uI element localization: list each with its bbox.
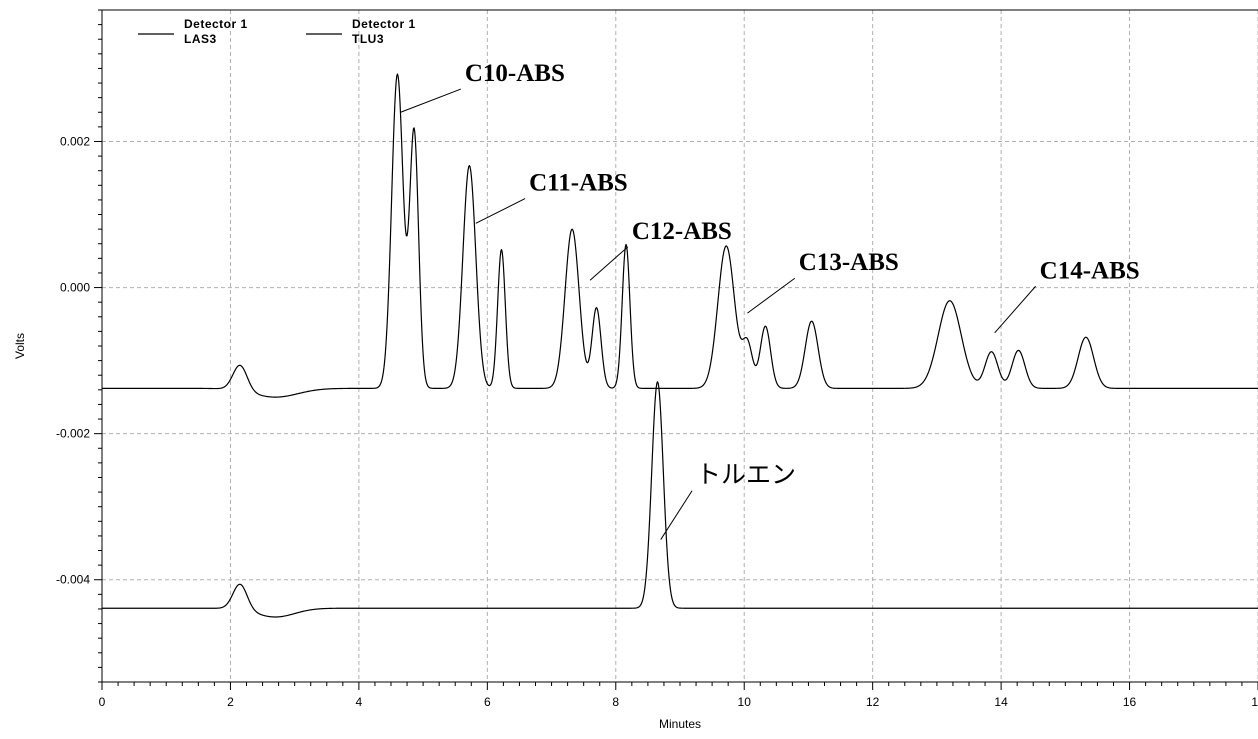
annotation-leader bbox=[475, 198, 526, 224]
annotation-leader bbox=[994, 285, 1037, 334]
y-tick-label: 0.002 bbox=[60, 134, 90, 148]
x-tick-label: 14 bbox=[994, 695, 1008, 709]
peak-label: C12-ABS bbox=[632, 218, 732, 245]
y-axis-title: Volts bbox=[13, 333, 27, 359]
x-tick-label: 0 bbox=[99, 695, 106, 709]
peak-label: トルエン bbox=[696, 460, 796, 489]
axes bbox=[101, 10, 1258, 683]
peak-label: C10-ABS bbox=[465, 60, 565, 87]
ticks: 0 2 4 6 8 10 12 14 16 18 0.002 0.000 -0.002 -0.004 bbox=[56, 9, 1258, 709]
legend-sublabel: LAS3 bbox=[184, 32, 217, 46]
x-tick-label: 12 bbox=[866, 695, 880, 709]
peak-label: C13-ABS bbox=[799, 249, 899, 276]
y-tick-label: -0.004 bbox=[56, 573, 90, 587]
x-tick-label: 6 bbox=[484, 695, 491, 709]
legend-label: Detector 1 bbox=[184, 17, 248, 31]
legend-label: Detector 1 bbox=[352, 17, 416, 31]
x-tick-label: 10 bbox=[738, 695, 752, 709]
x-tick-label: 18 bbox=[1251, 695, 1258, 709]
y-tick-label: 0.000 bbox=[60, 281, 90, 295]
legend-sublabel: TLU3 bbox=[352, 32, 384, 46]
x-tick-label: 4 bbox=[356, 695, 363, 709]
annotation-leader bbox=[589, 246, 629, 281]
traces bbox=[102, 73, 1258, 618]
x-tick-label: 2 bbox=[227, 695, 234, 709]
grid-layer bbox=[102, 9, 1258, 682]
annotation-leader bbox=[400, 88, 462, 113]
annotation-leader bbox=[747, 277, 796, 314]
x-tick-label: 16 bbox=[1123, 695, 1137, 709]
trace-line-1 bbox=[102, 73, 1258, 398]
annotation-leader bbox=[660, 490, 693, 540]
trace-line-2 bbox=[102, 381, 1258, 618]
peak-label: C14-ABS bbox=[1040, 257, 1140, 284]
y-tick-label: -0.002 bbox=[56, 427, 90, 441]
peak-label: C11-ABS bbox=[529, 170, 628, 197]
x-axis-title: Minutes bbox=[659, 717, 701, 731]
x-tick-label: 8 bbox=[612, 695, 619, 709]
